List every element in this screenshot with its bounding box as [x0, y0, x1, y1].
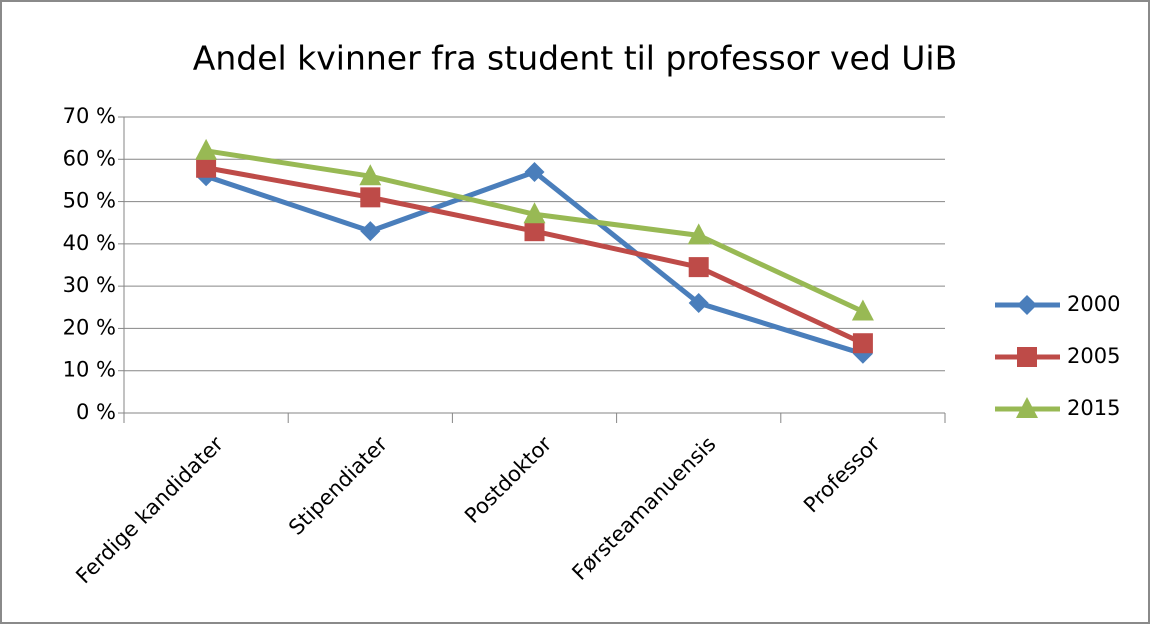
- data-point: [523, 202, 546, 224]
- y-tick-label: 20 %: [63, 315, 116, 339]
- y-tick-label: 40 %: [63, 231, 116, 255]
- legend-marker: [1017, 347, 1037, 367]
- legend-label: 2005: [1067, 344, 1120, 368]
- data-point: [360, 187, 381, 208]
- y-tick-label: 60 %: [63, 146, 116, 170]
- y-tick-label: 70 %: [63, 104, 116, 128]
- data-point: [688, 257, 709, 278]
- legend-label: 2015: [1067, 396, 1120, 420]
- data-point: [196, 157, 217, 178]
- data-point: [687, 223, 710, 245]
- data-point: [852, 333, 873, 354]
- y-tick-label: 10 %: [63, 358, 116, 382]
- data-point: [851, 299, 874, 321]
- data-point: [195, 138, 218, 160]
- data-point: [359, 164, 382, 186]
- legend-marker: [1016, 397, 1038, 418]
- y-tick-label: 30 %: [63, 273, 116, 297]
- legend-label: 2000: [1067, 292, 1120, 316]
- data-point: [524, 161, 545, 182]
- data-point: [688, 293, 709, 314]
- chart-title: Andel kvinner fra student til professor …: [193, 39, 957, 78]
- y-tick-label: 0 %: [76, 400, 116, 424]
- y-tick-label: 50 %: [63, 189, 116, 213]
- legend-marker: [1017, 295, 1037, 315]
- data-point: [360, 221, 381, 242]
- data-point: [524, 221, 545, 242]
